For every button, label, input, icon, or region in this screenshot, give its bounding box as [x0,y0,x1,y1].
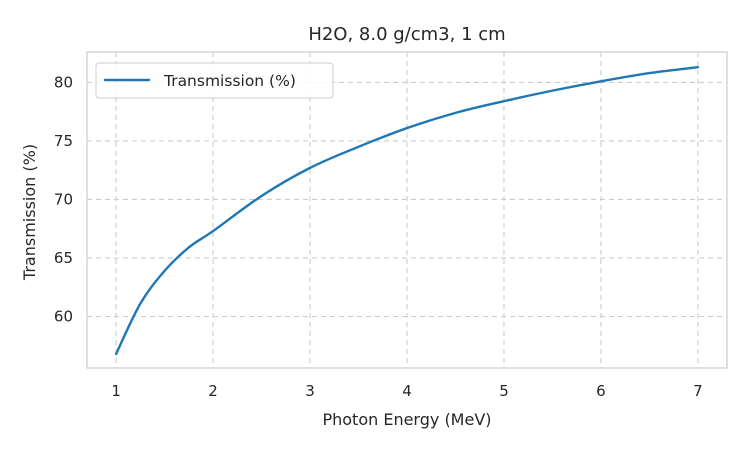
grid [87,52,727,368]
legend-label: Transmission (%) [163,72,296,90]
x-tick-label: 1 [111,382,121,400]
y-tick-label: 65 [54,249,73,267]
plot-area-frame [86,51,728,369]
y-tick-label: 75 [54,132,73,150]
series-layer [114,66,700,356]
x-tick-label: 7 [693,382,703,400]
x-axis-label: Photon Energy (MeV) [322,410,491,429]
y-axis-ticks: 60 65 70 75 80 [54,73,73,325]
series-line-0 [114,66,700,356]
y-tick-label: 80 [54,73,73,91]
y-tick-label: 60 [54,308,73,326]
y-axis-label: Transmission (%) [20,144,39,281]
x-tick-label: 5 [499,382,509,400]
chart-title: H2O, 8.0 g/cm3, 1 cm [308,24,505,45]
x-axis-ticks: 1 2 3 4 5 6 7 [111,382,702,400]
x-tick-label: 6 [596,382,606,400]
x-tick-label: 3 [305,382,315,400]
x-tick-label: 2 [208,382,218,400]
legend: Transmission (%) [95,62,334,99]
legend-box [95,62,334,99]
y-tick-label: 70 [54,190,73,208]
x-tick-label: 4 [402,382,412,400]
